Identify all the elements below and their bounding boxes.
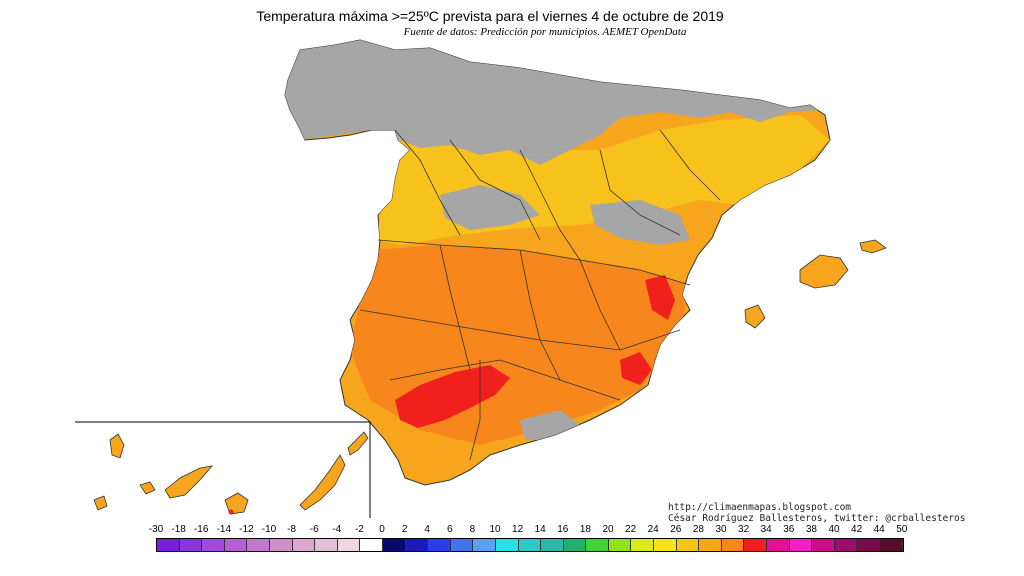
colorbar-label: 30 — [715, 524, 727, 535]
colorbar-swatch — [405, 539, 429, 551]
credits-block: http://climaenmapas.blogspot.com César R… — [668, 502, 965, 524]
colorbar-label: 38 — [805, 524, 817, 535]
colorbar-label: 42 — [851, 524, 863, 535]
colorbar-label: 50 — [896, 524, 908, 535]
colorbar-swatch — [857, 539, 880, 551]
colorbar-swatch — [812, 539, 835, 551]
region-valencia-interior — [645, 275, 675, 320]
colorbar-label: 6 — [447, 524, 453, 535]
colorbar-swatch — [789, 539, 813, 551]
colorbar-label: -6 — [309, 524, 319, 535]
colorbar-swatch — [744, 539, 768, 551]
map-title: Temperatura máxima >=25ºC prevista para … — [256, 8, 724, 24]
colorbar-swatch — [563, 539, 587, 551]
colorbar-label: -10 — [261, 524, 277, 535]
colorbar-swatch — [654, 539, 677, 551]
colorbar-label: 32 — [738, 524, 750, 535]
colorbar-label: -4 — [332, 524, 342, 535]
colorbar-label: 18 — [579, 524, 591, 535]
colorbar-label: 28 — [692, 524, 704, 535]
colorbar-swatch — [202, 539, 225, 551]
colorbar-swatch — [428, 539, 451, 551]
colorbar-label: -18 — [171, 524, 186, 535]
credits-author: César Rodríguez Ballesteros, twitter: @c… — [668, 513, 966, 524]
colorbar-label: -12 — [239, 524, 254, 535]
colorbar-swatch — [315, 539, 338, 551]
colorbar-label: 8 — [469, 524, 476, 535]
colorbar-swatch — [676, 539, 700, 551]
colorbar-swatch — [699, 539, 722, 551]
colorbar-label: 22 — [625, 524, 637, 535]
colorbar-swatch — [450, 539, 474, 551]
colorbar-label: 2 — [401, 524, 408, 535]
colorbar-label: 16 — [557, 524, 569, 535]
credits-url[interactable]: http://climaenmapas.blogspot.com — [668, 502, 852, 513]
colorbar-label: 10 — [489, 524, 501, 535]
colorbar-label: 12 — [512, 524, 524, 535]
colorbar-label: -14 — [216, 524, 232, 535]
colorbar-label: 36 — [783, 524, 795, 535]
colorbar-label: 20 — [602, 524, 614, 535]
colorbar-swatch — [721, 539, 745, 551]
colorbar-swatch — [518, 539, 542, 551]
colorbar-swatch — [179, 539, 203, 551]
colorbar-swatch — [586, 539, 609, 551]
colorbar-label: -16 — [193, 524, 209, 535]
colorbar-label: 0 — [379, 524, 385, 535]
colorbar-swatch — [360, 539, 383, 551]
region-central-gray — [440, 185, 540, 230]
colorbar-swatch — [247, 539, 270, 551]
colorbar-label: 24 — [647, 524, 659, 535]
colorbar-label: -30 — [148, 524, 164, 535]
colorbar-swatch — [382, 539, 406, 551]
province-borders — [359, 129, 721, 461]
colorbar-swatch — [292, 539, 316, 551]
colorbar-label: 40 — [828, 524, 840, 535]
colorbar-label: -8 — [287, 524, 297, 535]
region-guadalquivir-valley — [395, 365, 510, 428]
balearic-islands — [744, 239, 887, 329]
colorbar-swatch — [631, 539, 655, 551]
colorbar-swatch — [337, 539, 361, 551]
colorbar-swatch — [473, 539, 496, 551]
colorbar-swatch — [224, 539, 248, 551]
colorbar-swatch — [834, 539, 858, 551]
region-murcia — [620, 352, 652, 385]
colorbar-swatch — [767, 539, 790, 551]
colorbar-labels: -30 -18 -16 -14 -12 -10 -8 -6 -4 -2 0 2 4 6 8 10 12 14 16 1… — [148, 524, 908, 537]
map-subtitle: Fuente de datos: Predicción por municipi… — [403, 26, 687, 38]
colorbar-swatch — [880, 539, 903, 551]
colorbar-swatch — [608, 539, 632, 551]
colorbar-label: 44 — [873, 524, 885, 535]
colorbar-label: 34 — [760, 524, 772, 535]
colorbar-swatch — [269, 539, 293, 551]
colorbar-swatch — [541, 539, 564, 551]
colorbar-label: -2 — [354, 524, 364, 535]
temperature-colorbar: -30 -18 -16 -14 -12 -10 -8 -6 -4 -2 0 2 4 6 8 10 12 14 16 1… — [148, 524, 908, 554]
colorbar-swatch — [157, 539, 180, 551]
colorbar-label: 4 — [424, 524, 430, 535]
colorbar-swatch — [495, 539, 519, 551]
canary-islands-inset — [75, 421, 371, 518]
colorbar-label: 26 — [670, 524, 682, 535]
colorbar-swatches — [156, 538, 904, 552]
colorbar-label: 14 — [534, 524, 546, 535]
region-iberian-gray — [590, 200, 690, 245]
